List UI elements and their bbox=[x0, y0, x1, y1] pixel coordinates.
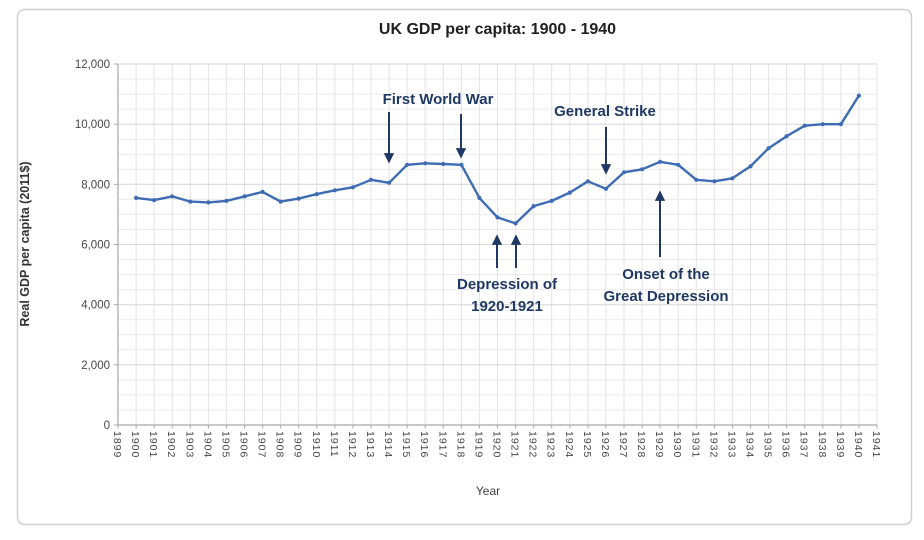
svg-text:1904: 1904 bbox=[201, 431, 213, 458]
svg-text:1939: 1939 bbox=[834, 431, 846, 458]
annotation-onset-great-depression: Onset of the Great Depression bbox=[603, 264, 728, 308]
svg-text:1923: 1923 bbox=[545, 431, 557, 458]
svg-text:1909: 1909 bbox=[292, 431, 304, 458]
svg-text:1916: 1916 bbox=[418, 431, 430, 458]
x-tick-labels: 1899 1900 1901 1902 1903 1904 1905 1906 1907 1908… bbox=[111, 431, 882, 458]
svg-text:6,000: 6,000 bbox=[81, 240, 110, 252]
svg-text:1938: 1938 bbox=[816, 431, 828, 458]
svg-text:1907: 1907 bbox=[256, 431, 268, 458]
annotation-text: First World War bbox=[382, 91, 494, 108]
tick-marks bbox=[114, 63, 878, 429]
annotation-text: 1920-1921 bbox=[471, 298, 543, 315]
svg-text:1934: 1934 bbox=[744, 431, 756, 458]
svg-text:1933: 1933 bbox=[725, 431, 737, 458]
svg-text:1911: 1911 bbox=[328, 431, 340, 458]
svg-text:1908: 1908 bbox=[274, 431, 286, 458]
svg-text:1940: 1940 bbox=[852, 431, 864, 458]
annotation-text: Depression of bbox=[456, 276, 558, 293]
svg-text:1924: 1924 bbox=[563, 431, 575, 458]
svg-text:1918: 1918 bbox=[454, 431, 466, 458]
x-axis-title: Year bbox=[475, 484, 501, 498]
svg-text:1925: 1925 bbox=[581, 431, 593, 458]
svg-text:1927: 1927 bbox=[617, 431, 629, 458]
svg-text:0: 0 bbox=[104, 420, 110, 432]
svg-text:1901: 1901 bbox=[147, 431, 159, 458]
svg-text:1931: 1931 bbox=[689, 431, 701, 458]
svg-text:8,000: 8,000 bbox=[81, 179, 110, 191]
svg-text:1919: 1919 bbox=[472, 431, 484, 458]
svg-text:4,000: 4,000 bbox=[81, 300, 110, 312]
svg-text:10,000: 10,000 bbox=[75, 119, 110, 131]
svg-text:1936: 1936 bbox=[780, 431, 792, 458]
annotation-arrows bbox=[383, 112, 666, 268]
svg-text:1928: 1928 bbox=[635, 431, 647, 458]
svg-text:1913: 1913 bbox=[364, 431, 376, 458]
svg-text:1906: 1906 bbox=[238, 431, 250, 458]
svg-text:1899: 1899 bbox=[111, 431, 123, 458]
svg-text:1930: 1930 bbox=[671, 431, 683, 458]
svg-text:1921: 1921 bbox=[509, 431, 521, 458]
chart-title: UK GDP per capita: 1900 - 1940 bbox=[378, 21, 617, 38]
svg-text:1914: 1914 bbox=[382, 431, 394, 458]
annotation-text: General Strike bbox=[554, 103, 656, 120]
annotation-first-world-war: First World War bbox=[383, 89, 494, 111]
svg-text:1915: 1915 bbox=[400, 431, 412, 458]
card-frame bbox=[16, 8, 913, 526]
svg-text:1905: 1905 bbox=[219, 431, 231, 458]
y-tick-labels: 0 2,000 4,000 6,000 8,000 10,000 12,000 bbox=[75, 59, 110, 432]
svg-text:1932: 1932 bbox=[707, 431, 719, 458]
annotation-general-strike: General Strike bbox=[554, 101, 656, 123]
svg-text:1935: 1935 bbox=[762, 431, 774, 458]
svg-text:1917: 1917 bbox=[436, 431, 448, 458]
annotation-text: Onset of the bbox=[622, 266, 710, 283]
svg-text:1920: 1920 bbox=[491, 431, 503, 458]
annotation-depression-1920-1921: Depression of 1920-1921 bbox=[457, 274, 557, 318]
svg-text:1929: 1929 bbox=[653, 431, 665, 458]
svg-text:1941: 1941 bbox=[870, 431, 882, 458]
svg-text:2,000: 2,000 bbox=[81, 360, 110, 372]
svg-text:1903: 1903 bbox=[183, 431, 195, 458]
svg-text:1912: 1912 bbox=[346, 431, 358, 458]
svg-text:1922: 1922 bbox=[527, 431, 539, 458]
svg-text:1937: 1937 bbox=[798, 431, 810, 458]
svg-text:12,000: 12,000 bbox=[75, 59, 110, 71]
y-axis-title: Real GDP per capita (2011$) bbox=[18, 161, 32, 327]
data-point-markers bbox=[134, 93, 862, 226]
svg-text:1900: 1900 bbox=[129, 431, 141, 458]
svg-text:1902: 1902 bbox=[165, 431, 177, 458]
annotation-text: Great Depression bbox=[603, 288, 729, 305]
svg-text:1926: 1926 bbox=[599, 431, 611, 458]
svg-text:1910: 1910 bbox=[310, 431, 322, 458]
